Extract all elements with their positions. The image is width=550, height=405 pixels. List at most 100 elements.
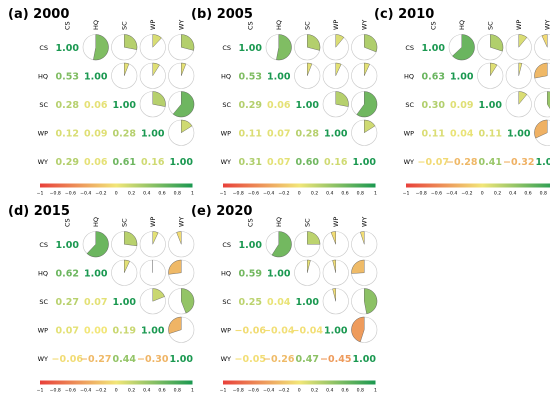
column-label: SC [486, 21, 494, 30]
correlation-value: 1.00 [267, 268, 291, 279]
colorbar-tick-label: −1 [220, 388, 227, 394]
pie-slice [181, 62, 187, 76]
column-label: SC [303, 21, 311, 30]
pie-slice [534, 62, 548, 79]
correlation-value: 1.00 [113, 100, 137, 111]
correlation-value: 0.04 [450, 128, 474, 139]
colorbar-tick-label: 0.6 [158, 191, 165, 197]
pie-slice [124, 34, 138, 50]
colorbar-tick-label: −0.6 [248, 191, 259, 197]
correlation-value: 0.62 [56, 268, 79, 279]
colorbar-tick-label: −0.6 [248, 388, 259, 394]
correlation-value: 1.00 [353, 354, 377, 365]
panel-title: (b) 2005 [191, 7, 253, 22]
colorbar [223, 183, 376, 188]
correlation-value: 0.41 [479, 157, 502, 168]
correlation-value: 1.00 [141, 128, 165, 139]
colorbar-tick-label: −0.8 [50, 191, 61, 197]
correlation-value: −0.05 [235, 354, 266, 365]
correlation-value: 0.27 [56, 297, 79, 308]
colorbar-tick-label: −1 [37, 388, 44, 394]
pie-slice [168, 316, 182, 334]
column-label: CS [63, 21, 71, 30]
colorbar-tick-label: 0 [481, 191, 484, 197]
correlation-value: 1.00 [479, 100, 503, 111]
correlation-value: 0.19 [113, 325, 136, 336]
colorbar-tick-label: 0.6 [158, 388, 165, 394]
correlation-value: 1.00 [353, 157, 377, 168]
row-label: WP [221, 326, 231, 334]
pie-slice [181, 288, 195, 314]
correlation-value: 0.63 [422, 71, 445, 82]
correlation-value: −0.30 [137, 354, 169, 365]
correlation-value: 1.00 [296, 297, 320, 308]
pie-slice [152, 62, 160, 77]
correlation-value: 1.00 [450, 71, 474, 82]
colorbar-tick-label: 0.4 [326, 191, 333, 197]
correlation-value: −0.07 [418, 157, 449, 168]
pie-slice [152, 34, 162, 48]
pie-slice [490, 62, 498, 77]
colorbar-tick-label: −0.2 [95, 388, 106, 394]
correlation-value: 0.07 [267, 128, 290, 139]
correlation-value: 0.11 [479, 128, 502, 139]
colorbar [40, 183, 193, 188]
colorbar-tick-label: −0.4 [263, 388, 274, 394]
colorbar-tick-label: 0.4 [143, 191, 150, 197]
column-label: WP [149, 20, 157, 30]
pie-slice [360, 231, 365, 245]
correlation-value: 1.00 [422, 43, 446, 54]
row-label: CS [222, 241, 231, 249]
pie-slice [181, 119, 193, 134]
colorbar-tick-label: −0.4 [263, 191, 274, 197]
colorbar-tick-label: 0.8 [357, 191, 364, 197]
correlation-value: 0.06 [84, 157, 108, 168]
pie-slice [307, 62, 313, 76]
correlation-value: 1.00 [239, 43, 263, 54]
correlation-value: 0.16 [141, 157, 165, 168]
pie-slice [332, 259, 336, 273]
colorbar-tick-label: −0.6 [65, 388, 76, 394]
pie-slice [152, 91, 166, 107]
colorbar-tick-label: −0.4 [446, 191, 457, 197]
row-label: SC [222, 101, 231, 109]
pie-slice [332, 288, 336, 302]
colorbar-tick-label: −0.6 [431, 191, 442, 197]
correlation-value: 0.30 [422, 100, 446, 111]
pie-slice [534, 119, 548, 139]
panel-title: (d) 2015 [8, 204, 70, 219]
column-label: HQ [275, 217, 283, 227]
pie-slice [356, 91, 378, 118]
correlation-value: 0.11 [422, 128, 445, 139]
colorbar-tick-label: −0.4 [80, 191, 91, 197]
correlation-value: 1.00 [324, 128, 348, 139]
row-label: WY [221, 158, 231, 166]
correlation-value: −0.26 [263, 354, 295, 365]
column-label: WP [515, 20, 523, 30]
row-label: CS [39, 44, 48, 52]
correlation-value: 1.00 [536, 157, 550, 168]
pie-slice [490, 34, 504, 52]
correlation-value: 0.09 [84, 128, 107, 139]
column-label: HQ [92, 20, 100, 30]
row-label: WY [38, 355, 48, 363]
colorbar-tick-label: −0.2 [95, 191, 106, 197]
pie-slice [124, 231, 138, 247]
colorbar-tick-label: 0 [115, 191, 118, 197]
correlation-value: 1.00 [267, 71, 291, 82]
pie-slice [307, 231, 321, 245]
column-label: CS [246, 21, 254, 30]
pie-slice [168, 259, 182, 275]
row-label: SC [405, 101, 414, 109]
colorbar [223, 380, 376, 385]
column-label: CS [246, 218, 254, 227]
column-label: SC [303, 218, 311, 227]
pie-slice [86, 231, 109, 258]
pie-slice [335, 91, 349, 107]
row-label: CS [39, 241, 48, 249]
row-label: CS [405, 44, 414, 52]
colorbar-tick-label: 0.8 [174, 191, 181, 197]
correlation-value: 0.59 [239, 268, 262, 279]
